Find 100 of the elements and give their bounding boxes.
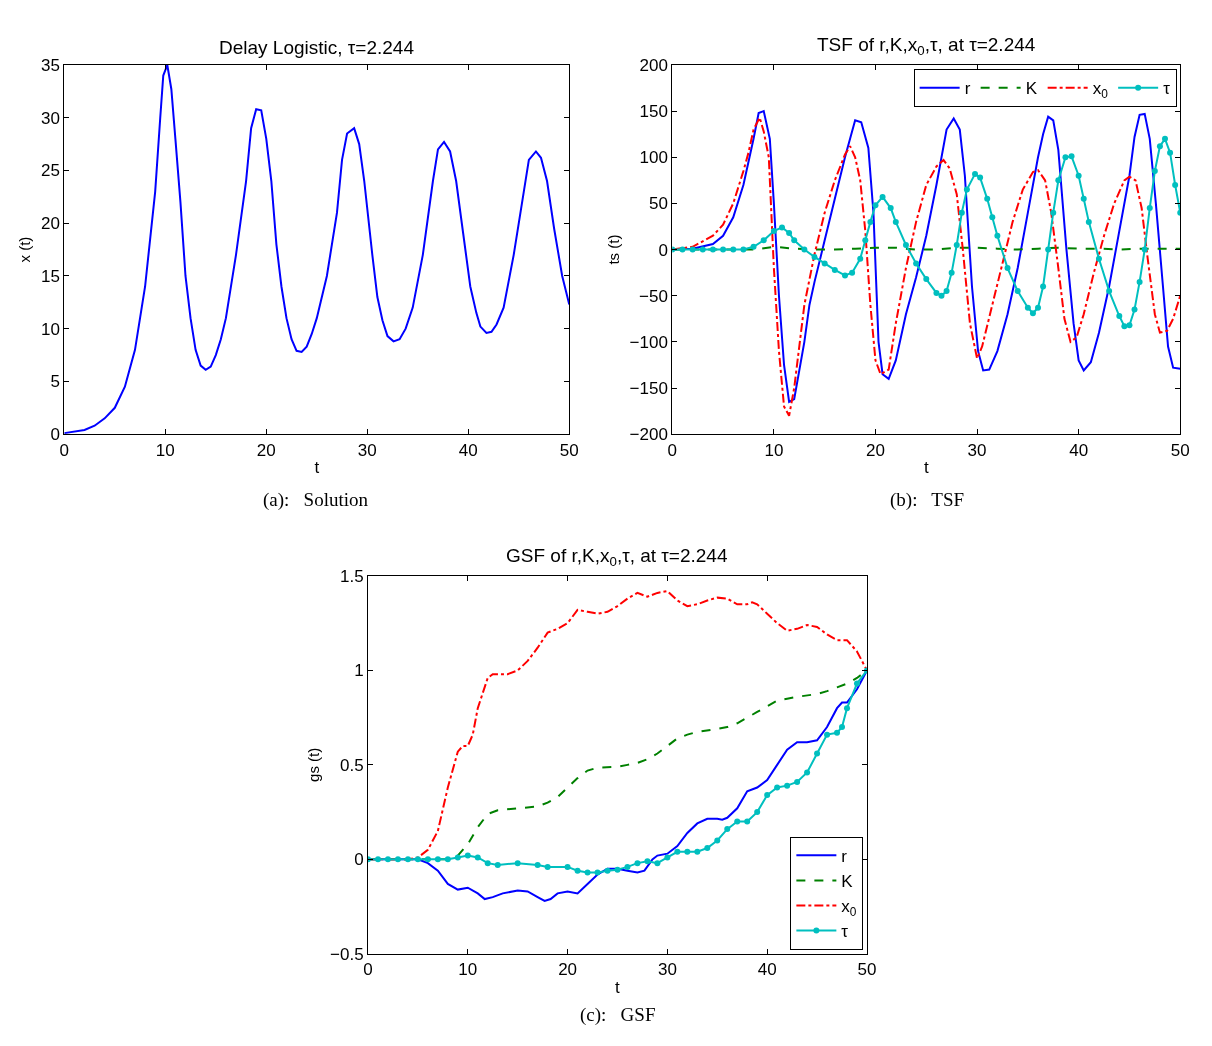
- point: [764, 792, 771, 799]
- legend-label: x$_{0}$: [841, 897, 857, 919]
- point: [374, 856, 381, 863]
- x-tick-label: 50: [1170, 440, 1190, 460]
- point: [834, 729, 841, 736]
- y-tick-label: 25: [40, 161, 60, 181]
- point: [394, 856, 401, 863]
- point: [574, 867, 581, 874]
- y-tick-label: 1.5: [339, 566, 364, 586]
- point: [414, 856, 421, 863]
- y-axis-title: ts (t): [604, 234, 622, 265]
- chart-title: GSF of r,K,x$_{0}$,τ, at τ=2.244: [506, 545, 728, 569]
- point: [604, 867, 611, 874]
- point: [614, 866, 621, 873]
- point: [494, 862, 501, 869]
- legend-label: τ: [1163, 79, 1171, 99]
- legend-label: r: [841, 846, 848, 866]
- point: [584, 869, 591, 876]
- legend-label: r: [964, 79, 971, 99]
- y-tick-label: 15: [40, 266, 60, 286]
- legend-label: τ: [841, 922, 849, 942]
- y-tick-label: −200: [629, 425, 668, 445]
- y-tick-label: −100: [629, 332, 668, 352]
- point: [784, 782, 791, 789]
- y-axis-title: gs (t): [305, 747, 323, 782]
- x-tick-label: 10: [764, 440, 784, 460]
- x-tick-label: 30: [967, 440, 987, 460]
- point: [644, 858, 651, 865]
- y-tick-label: −0.5: [330, 944, 364, 964]
- legend-label: x$_{0}$: [1092, 79, 1109, 101]
- point: [684, 848, 691, 855]
- x-tick-label: 50: [857, 960, 877, 980]
- point: [839, 724, 846, 731]
- x-tick-label: 20: [256, 440, 276, 460]
- point: [853, 680, 860, 687]
- point: [814, 750, 821, 757]
- legend-label: K: [841, 872, 854, 892]
- text: (a): Solution: [263, 489, 369, 511]
- x-tick-label: 50: [559, 440, 579, 460]
- chart-title: Delay Logistic, τ=2.244: [219, 37, 415, 58]
- y-tick-label: 0: [354, 850, 364, 870]
- point: [434, 856, 441, 863]
- y-tick-label: 5: [50, 372, 60, 392]
- y-tick-label: 35: [40, 55, 60, 75]
- text: (b): TSF: [890, 489, 965, 511]
- y-tick-label: −150: [629, 378, 668, 398]
- point: [534, 862, 541, 869]
- point: [794, 778, 801, 785]
- y-tick-label: 1: [354, 661, 364, 681]
- x-tick-label: 10: [458, 960, 478, 980]
- x-tick-label: 40: [757, 960, 777, 980]
- point: [474, 854, 481, 861]
- point: [594, 869, 601, 876]
- y-tick-label: 150: [639, 102, 668, 122]
- x-axis-title: t: [314, 457, 320, 477]
- point: [454, 854, 461, 861]
- point: [744, 818, 751, 825]
- x-tick-label: 10: [155, 440, 175, 460]
- y-tick-label: 20: [40, 214, 60, 234]
- x-tick-label: 20: [866, 440, 885, 460]
- point: [674, 848, 681, 855]
- y-tick-label: 200: [639, 55, 668, 75]
- point: [724, 826, 731, 833]
- point: [634, 860, 641, 867]
- y-tick-label: 0.5: [339, 755, 364, 775]
- point: [704, 845, 711, 852]
- x-axis-title: t: [615, 977, 621, 997]
- x-axis-title: t: [923, 457, 929, 477]
- point: [624, 863, 631, 870]
- x-tick-label: 40: [458, 440, 478, 460]
- point: [654, 860, 661, 867]
- point: [804, 769, 811, 776]
- point: [824, 731, 831, 738]
- y-tick-label: 0: [658, 240, 668, 260]
- y-tick-label: 30: [40, 108, 60, 128]
- point: [564, 863, 571, 870]
- point: [464, 852, 471, 859]
- y-axis-title: x (t): [16, 236, 34, 263]
- text: (c): GSF: [580, 1004, 656, 1026]
- point: [664, 854, 671, 861]
- chart-title: TSF of r,K,x$_{0}$,τ, at τ=2.244: [817, 34, 1036, 58]
- x-tick-label: 20: [558, 960, 578, 980]
- point: [544, 863, 551, 870]
- y-tick-label: 10: [40, 319, 60, 339]
- y-tick-label: −50: [639, 286, 668, 306]
- point: [694, 848, 701, 855]
- point: [774, 784, 781, 791]
- x-tick-label: 40: [1069, 440, 1089, 460]
- point: [714, 837, 721, 844]
- point: [484, 860, 491, 867]
- line-series: [64, 64, 570, 435]
- y-tick-label: 100: [639, 148, 668, 168]
- point: [754, 809, 761, 816]
- point: [384, 856, 391, 863]
- point: [844, 705, 850, 712]
- point: [444, 856, 451, 863]
- y-tick-label: 0: [50, 425, 60, 445]
- point: [514, 860, 521, 867]
- y-tick-label: 50: [648, 194, 668, 214]
- point: [404, 856, 411, 863]
